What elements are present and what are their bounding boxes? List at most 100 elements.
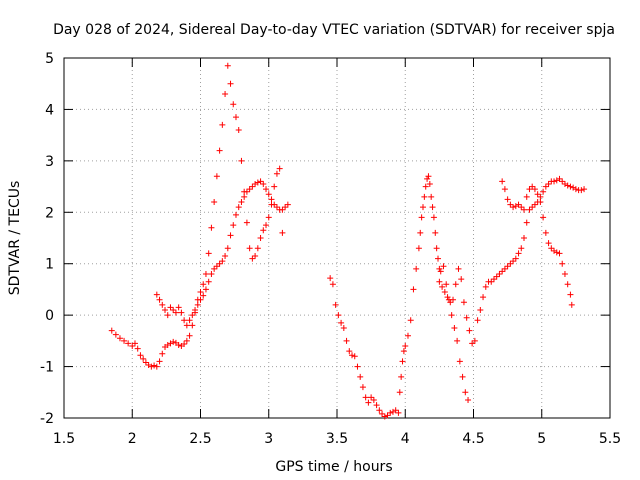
data-point — [112, 331, 119, 338]
x-tick-label: 4 — [401, 431, 410, 447]
data-point — [501, 265, 508, 272]
data-point — [459, 373, 466, 380]
y-tick-label: 5 — [45, 51, 54, 67]
data-point — [424, 175, 431, 182]
data-series — [153, 62, 286, 329]
data-point — [134, 345, 141, 352]
data-point — [159, 301, 166, 308]
data-point — [518, 204, 525, 211]
data-point — [564, 281, 571, 288]
data-point — [208, 224, 215, 231]
data-point — [458, 276, 465, 283]
data-point — [471, 337, 478, 344]
data-point — [273, 204, 280, 211]
data-point — [153, 363, 160, 370]
data-point — [162, 307, 169, 313]
data-point — [273, 170, 280, 177]
data-point — [175, 304, 182, 311]
data-point — [181, 317, 188, 324]
data-point — [515, 201, 522, 208]
data-point — [439, 283, 446, 290]
data-point — [396, 389, 403, 396]
x-tick-label: 3.5 — [326, 431, 348, 447]
data-point — [510, 204, 517, 211]
data-point — [279, 206, 286, 213]
data-point — [205, 278, 212, 285]
grid — [64, 58, 610, 418]
data-point — [551, 178, 558, 185]
data-point — [392, 407, 399, 414]
data-point — [553, 177, 560, 184]
data-point — [482, 283, 489, 290]
data-point — [164, 312, 171, 319]
data-point — [235, 127, 242, 133]
data-point — [338, 319, 345, 326]
data-point — [183, 337, 190, 344]
data-point — [142, 359, 149, 366]
data-point — [450, 296, 457, 303]
data-point — [194, 296, 201, 303]
data-point — [387, 409, 394, 416]
data-point — [238, 157, 245, 164]
data-point — [140, 355, 147, 362]
data-point — [441, 289, 448, 295]
data-point — [422, 183, 429, 190]
data-point — [200, 281, 207, 288]
data-point — [213, 173, 220, 180]
data-point — [480, 294, 487, 301]
data-point — [370, 397, 377, 403]
data-point — [460, 299, 467, 306]
data-point — [548, 245, 555, 252]
chart-title: Day 028 of 2024, Sidereal Day-to-day VTE… — [53, 22, 615, 38]
data-point — [425, 173, 432, 180]
data-point — [410, 286, 417, 293]
data-point — [437, 268, 444, 275]
data-point — [276, 165, 283, 172]
data-point — [243, 219, 250, 226]
data-point — [279, 229, 286, 236]
data-point — [488, 278, 495, 285]
data-point — [129, 343, 136, 349]
data-point — [407, 317, 414, 324]
data-point — [332, 301, 339, 308]
data-point — [454, 337, 461, 344]
data-point — [232, 114, 239, 121]
data-point — [512, 203, 519, 210]
data-point — [268, 196, 275, 203]
data-point — [216, 147, 223, 154]
x-tick-label: 2.5 — [189, 431, 211, 447]
data-point — [351, 353, 358, 360]
data-point — [521, 235, 528, 241]
data-point — [222, 91, 229, 97]
data-point — [327, 275, 334, 282]
data-point — [230, 101, 237, 108]
data-point — [451, 325, 458, 331]
data-point — [116, 335, 123, 342]
y-axis-label: SDTVAR / TECUs — [7, 181, 23, 296]
data-point — [192, 307, 199, 313]
data-series — [499, 178, 575, 308]
y-tick-label: 3 — [45, 154, 54, 170]
data-point — [493, 273, 500, 280]
data-point — [435, 255, 442, 262]
data-point — [526, 206, 533, 213]
data-point — [343, 337, 350, 344]
data-point — [175, 341, 182, 348]
data-point — [521, 206, 528, 213]
data-point — [260, 227, 267, 234]
data-point — [430, 214, 437, 221]
data-point — [194, 301, 201, 308]
data-point — [578, 187, 585, 194]
data-point — [213, 263, 220, 270]
data-point — [235, 204, 242, 211]
data-point — [440, 263, 447, 270]
data-point — [581, 186, 588, 193]
data-point — [540, 188, 547, 195]
data-point — [246, 245, 253, 252]
data-point — [186, 332, 193, 339]
data-point — [504, 263, 511, 270]
data-point — [335, 312, 342, 319]
data-point — [329, 281, 336, 288]
data-point — [389, 408, 396, 415]
data-point — [433, 245, 440, 252]
